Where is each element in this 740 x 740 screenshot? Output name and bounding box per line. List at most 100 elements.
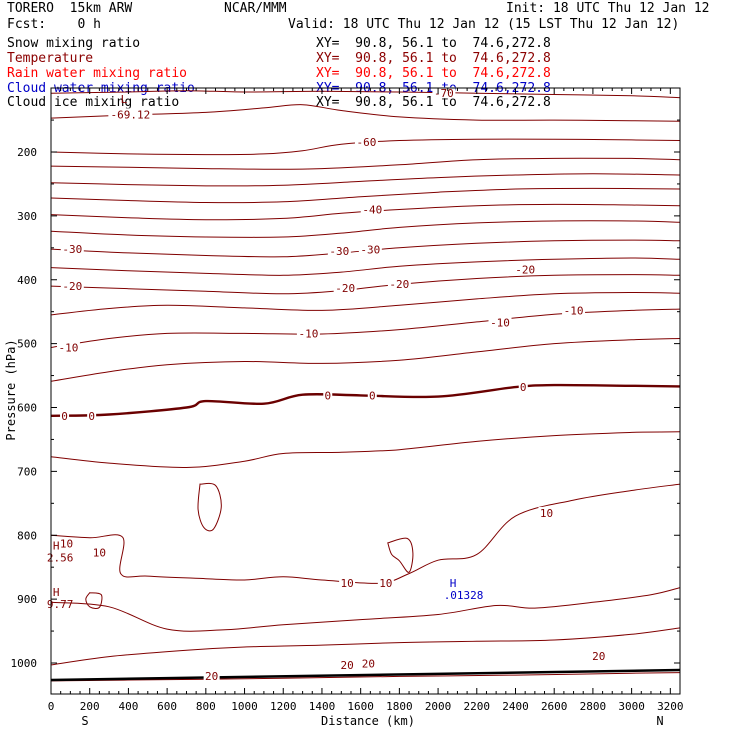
x-tick-label: 800 [196,700,216,713]
extremum-symbol: H [450,577,457,590]
x-tick-label: 600 [157,700,177,713]
contour-label-bg-20 [58,537,75,549]
contour-line-0 [51,383,680,417]
contour-label: 0 [520,381,527,394]
contour-label: -10 [298,327,318,340]
x-tick-label: 1000 [231,700,258,713]
contour-label-bg-7 [60,280,84,292]
contour-label: -70 [434,87,454,100]
xy-range-temperature: XY= 90.8, 56.1 to 74.6,272.8 [316,51,551,66]
contour-line-20 [51,627,680,666]
x-tick-label: 2000 [425,700,452,713]
contour-line-minus65 [51,104,680,122]
contour-label: 0 [61,410,68,423]
contour-label: -10 [564,304,584,317]
contour-label: 10 [93,546,106,559]
contour-labels: -70 -69.12 -60 -40 -30 -30 -30 -20 -20 -20 -20 -10 -… [56,87,607,683]
contour-label: -20 [389,278,409,291]
contour-line-minus45 [51,187,680,204]
contour-label-bg-3 [360,203,384,215]
contour-label-bg-24 [538,506,555,518]
contour-label-bg-26 [339,658,356,670]
contour-label-bg-6 [358,243,382,255]
contour-line-minus70 [51,90,680,99]
contour-label-bg-16 [87,409,97,421]
field-name-snow: Snow mixing ratio [7,36,141,51]
xy-range-cloud-ice: XY= 90.8, 56.1 to 74.6,272.8 [316,95,551,110]
y-tick-label: 200 [17,146,37,159]
contour-label-bg-28 [590,649,607,661]
contour-label: 0 [324,389,331,402]
y-tick-label: 800 [17,529,37,542]
y-tick-label: 700 [17,465,37,478]
contour-label: -69.12 [110,108,150,121]
x-axis-label: Distance (km) [321,714,415,728]
contour-label: 20 [205,670,218,683]
contour-label-bg-11 [56,341,80,353]
contour-label: -20 [335,282,355,295]
contour-label-bg-10 [513,263,537,275]
init-label: Init: 18 UTC Thu 12 Jan 12 [506,1,710,16]
contour-label: -20 [515,264,535,277]
contour-label-bg-13 [488,316,512,328]
contour-label-bg-22 [339,577,356,589]
y-tick-label: 1000 [11,657,38,670]
contour-label-bg-17 [323,389,333,401]
contour-line-minus60 [51,138,680,156]
field-name-rain: Rain water mixing ratio [7,66,188,81]
contour-label: -30 [360,244,380,257]
x-tick-label: 1800 [386,700,413,713]
closed-contour-10-1 [387,537,414,573]
y-tick-label: 300 [17,210,37,223]
extremum-symbol: L [121,93,128,106]
x-tick-label: 2600 [541,700,568,713]
contour-line-minus25 [51,257,680,276]
contour-label: -10 [58,341,78,354]
x-tick-label: 400 [118,700,138,713]
contour-label: -30 [62,243,82,256]
org-label: NCAR/MMM [224,1,287,16]
contour-label-bg-12 [296,327,320,339]
extremum-value: 2.56 [47,551,73,564]
contour-label-bg-25 [203,669,220,681]
y-tick-label: 900 [17,593,37,606]
valid-time-label: Valid: 18 UTC Thu 12 Jan 12 (15 LST Thu … [288,17,680,32]
contour-label-bg-9 [387,278,411,290]
contour-line-minus20 [51,274,680,295]
x-tick-label: 2400 [502,700,529,713]
surface-line [51,668,680,682]
contour-label: 10 [540,507,553,520]
plot-frame [50,87,681,695]
contour-line-minus55 [51,157,680,170]
contour-line-minus5 [51,338,680,382]
contour-label-bg-23 [377,577,394,589]
contour-line-15 [51,587,680,632]
contour-label: -30 [329,245,349,258]
contour-label: 10 [379,577,392,590]
contour-label-bg-2 [354,135,378,147]
forecast-hour-label: Fcst: 0 h [7,17,101,32]
xy-range-rain: XY= 90.8, 56.1 to 74.6,272.8 [316,66,551,81]
contour-line-minus15 [51,291,680,316]
contour-label: -40 [362,203,382,216]
x-axis-start-label: S [81,714,88,728]
contour-line-minus10 [51,308,680,348]
contour-label: 20 [362,658,375,671]
contour-label-bg-1 [108,108,153,120]
contour-label-bg-27 [360,657,377,669]
x-tick-label: 2800 [580,700,607,713]
contour-label: -20 [62,280,82,293]
axes: 0 200 400 600 800 1000 1200 1400 1600 1800 2000 220… [11,88,684,713]
contour-line-10 [51,483,680,584]
x-tick-label: 1600 [347,700,374,713]
contour-label-bg-0 [432,87,456,99]
contour-line-25 [51,672,680,682]
x-tick-label: 1200 [270,700,297,713]
contour-label-bg-21 [91,546,108,558]
x-tick-label: 0 [48,700,55,713]
extremum-symbol: H [53,539,60,552]
contour-label-bg-14 [562,304,586,316]
contour-label: -60 [357,136,377,149]
